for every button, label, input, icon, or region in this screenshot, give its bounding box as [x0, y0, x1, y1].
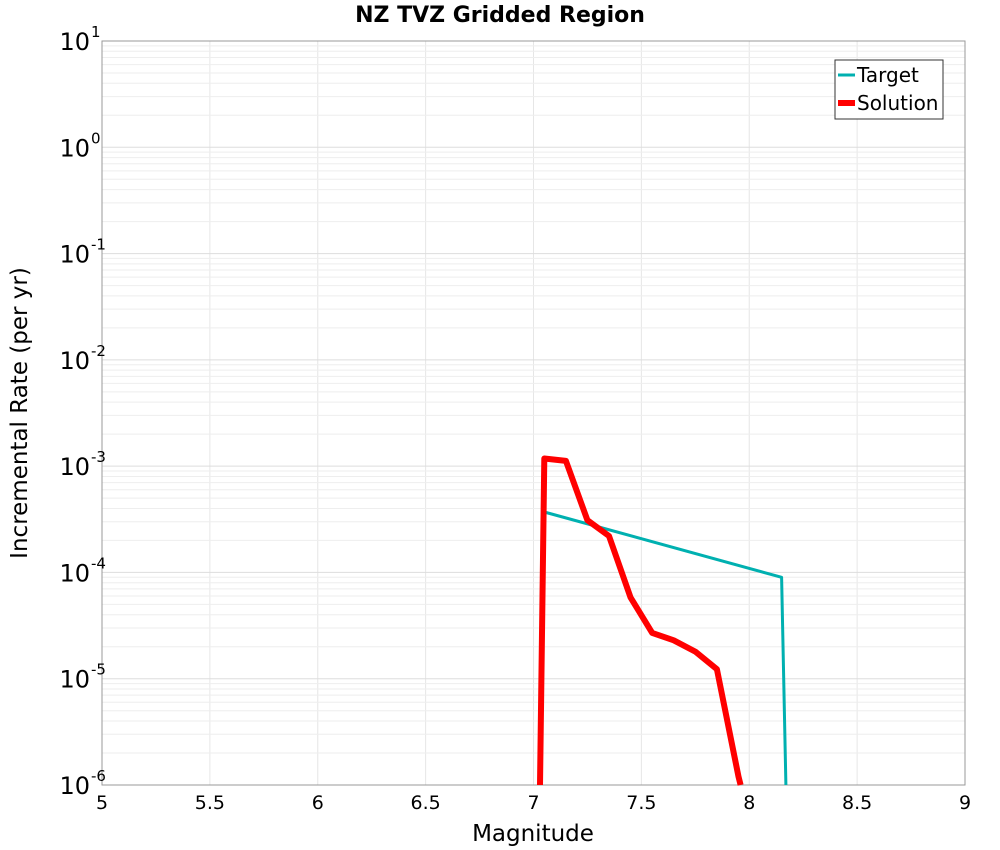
y-tick-exponent: -4 — [91, 554, 106, 572]
x-axis-label: Magnitude — [472, 821, 594, 847]
y-tick-exponent: -3 — [91, 448, 106, 466]
legend-label: Target — [856, 63, 919, 87]
chart-title: NZ TVZ Gridded Region — [355, 3, 645, 28]
y-tick-label: 10 — [59, 347, 90, 375]
x-tick-label: 7.5 — [626, 792, 656, 814]
y-tick-label: 10 — [59, 453, 90, 481]
x-tick-label: 8.5 — [842, 792, 872, 814]
y-tick-exponent: -5 — [91, 661, 106, 679]
x-tick-label: 6.5 — [411, 792, 441, 814]
y-tick-label: 10 — [59, 559, 90, 587]
y-tick-label: 10 — [59, 241, 90, 269]
series-line-solution — [537, 455, 744, 786]
x-tick-label: 5.5 — [195, 792, 225, 814]
y-axis-label: Incremental Rate (per yr) — [7, 267, 33, 559]
y-tick-exponent: -2 — [91, 342, 106, 360]
y-tick-exponent: -1 — [91, 236, 106, 254]
x-tick-label: 7 — [527, 792, 539, 814]
series-layer — [537, 455, 788, 786]
x-tick-label: 9 — [959, 792, 971, 814]
legend-box — [834, 59, 944, 120]
plot-frame — [101, 40, 966, 786]
x-tick-label: 5 — [96, 792, 108, 814]
y-tick-label: 10 — [59, 28, 90, 56]
y-tick-label: 10 — [59, 134, 90, 162]
y-tick-exponent: 0 — [91, 129, 101, 147]
y-tick-label: 10 — [59, 666, 90, 694]
legend-label: Solution — [857, 91, 938, 115]
x-tick-label: 6 — [312, 792, 324, 814]
legend: Target Solution — [834, 59, 944, 120]
y-tick-label: 10 — [59, 772, 90, 800]
series-line-target — [543, 510, 788, 786]
grid — [101, 41, 966, 786]
y-tick-exponent: -6 — [91, 767, 106, 785]
x-tick-labels: 5 5.5 6 6.5 7 7.5 8 8.5 9 — [96, 792, 971, 814]
x-tick-label: 8 — [743, 792, 755, 814]
y-tick-exponent: 1 — [91, 23, 101, 41]
